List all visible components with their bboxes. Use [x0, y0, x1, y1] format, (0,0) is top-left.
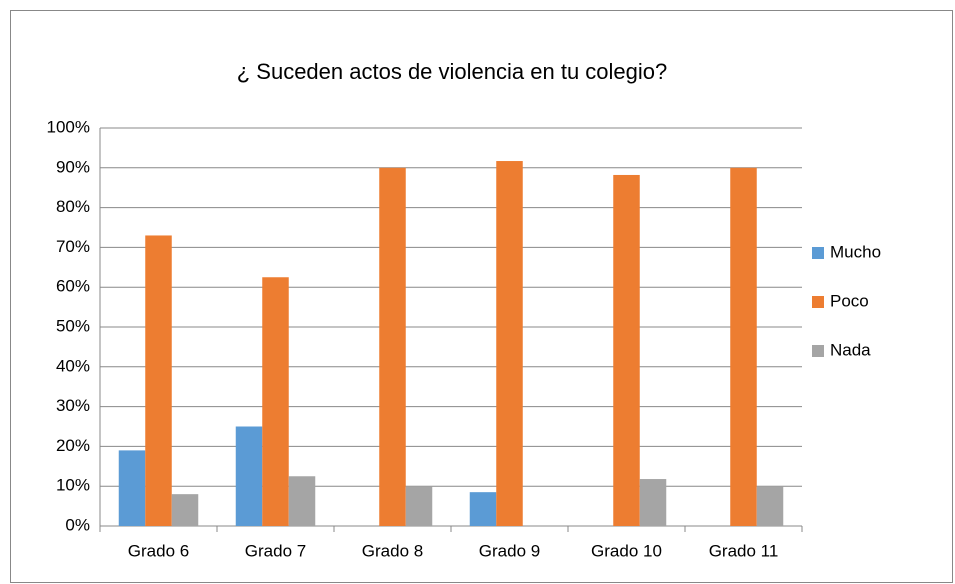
y-tick-label: 70%	[56, 237, 90, 256]
x-tick-label: Grado 7	[245, 541, 306, 560]
y-tick-label: 100%	[47, 117, 90, 136]
bar	[756, 486, 784, 526]
bar	[145, 235, 172, 526]
x-tick-label: Grado 8	[362, 541, 423, 560]
y-tick-label: 80%	[56, 197, 90, 216]
bar	[288, 476, 316, 526]
legend-swatch	[812, 247, 824, 259]
bar	[262, 277, 289, 526]
bar	[118, 450, 146, 526]
y-tick-label: 0%	[65, 515, 90, 534]
bar	[613, 174, 640, 527]
y-tick-label: 50%	[56, 316, 90, 335]
legend-label: Nada	[830, 340, 871, 359]
x-tick-label: Grado 6	[128, 541, 189, 560]
legend-swatch	[812, 296, 824, 308]
bar	[730, 167, 757, 527]
y-tick-label: 60%	[56, 277, 90, 296]
y-tick-label: 40%	[56, 356, 90, 375]
bar	[405, 486, 433, 526]
bar	[235, 426, 263, 526]
bar	[639, 479, 667, 526]
y-tick-label: 30%	[56, 396, 90, 415]
x-tick-label: Grado 9	[479, 541, 540, 560]
legend-swatch	[812, 345, 824, 357]
legend-label: Poco	[830, 291, 869, 310]
x-tick-label: Grado 11	[709, 541, 779, 560]
y-tick-label: 90%	[56, 157, 90, 176]
y-tick-label: 10%	[56, 476, 90, 495]
y-tick-label: 20%	[56, 436, 90, 455]
bar	[496, 161, 523, 526]
x-tick-label: Grado 10	[591, 541, 662, 560]
bar	[171, 494, 199, 526]
chart-title: ¿ Suceden actos de violencia en tu coleg…	[237, 59, 668, 84]
bar	[469, 492, 497, 526]
legend-label: Mucho	[830, 242, 881, 261]
bar	[379, 167, 406, 527]
